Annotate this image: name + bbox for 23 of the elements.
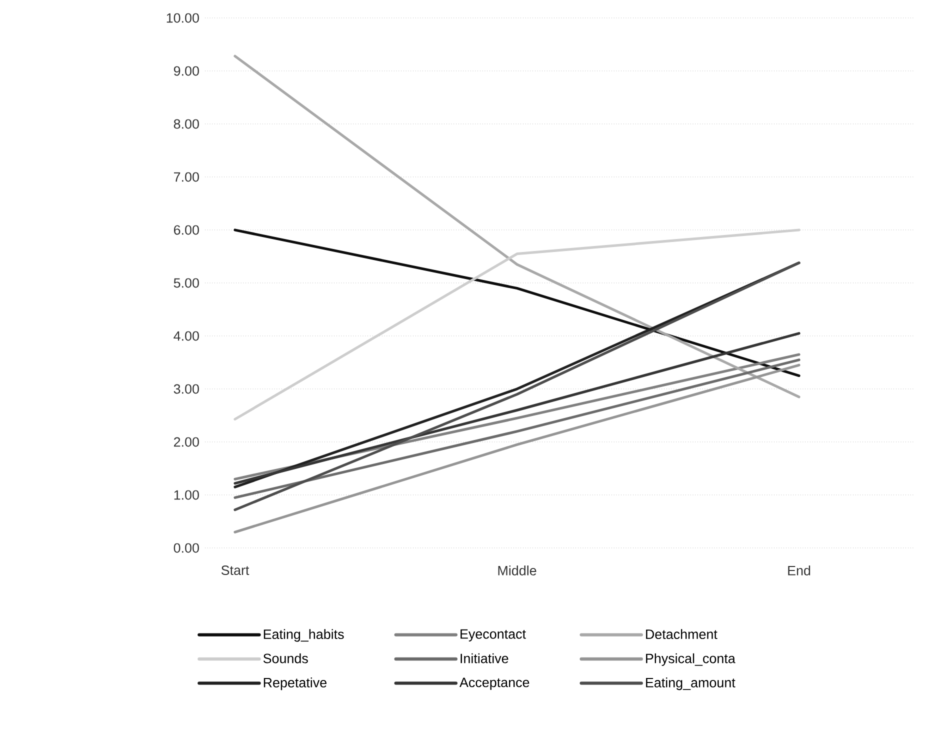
y-tick-label: 7.00 (174, 172, 199, 182)
y-tick-label: 5.00 (174, 278, 199, 288)
y-tick-label: 3.00 (174, 384, 199, 394)
legend-label: Eating_amount (646, 678, 736, 690)
legend-label: Initiative (460, 653, 508, 664)
y-tick-label: 6.00 (174, 225, 199, 235)
y-tick-label: 9.00 (174, 66, 199, 76)
y-tick-label: 10.00 (166, 13, 199, 23)
legend-label: Physical_conta (646, 653, 736, 666)
legend-label: Acceptance (460, 678, 530, 690)
y-tick-label: 8.00 (174, 119, 199, 129)
y-tick-label: 0.00 (174, 543, 199, 553)
legend-label: Sounds (263, 653, 308, 664)
legend-label: Eyecontact (460, 629, 526, 642)
x-tick-label: Start (221, 566, 250, 576)
y-tick-label: 1.00 (174, 490, 199, 500)
y-tick-label: 2.00 (174, 437, 199, 447)
x-tick-label: End (788, 566, 810, 576)
y-tick-label: 4.00 (174, 331, 199, 341)
legend-label: Eating_habits (264, 629, 344, 642)
legend-label: Detachment (646, 629, 718, 640)
legend-label: Repetative (264, 678, 326, 690)
x-tick-label: Middle (498, 566, 536, 576)
